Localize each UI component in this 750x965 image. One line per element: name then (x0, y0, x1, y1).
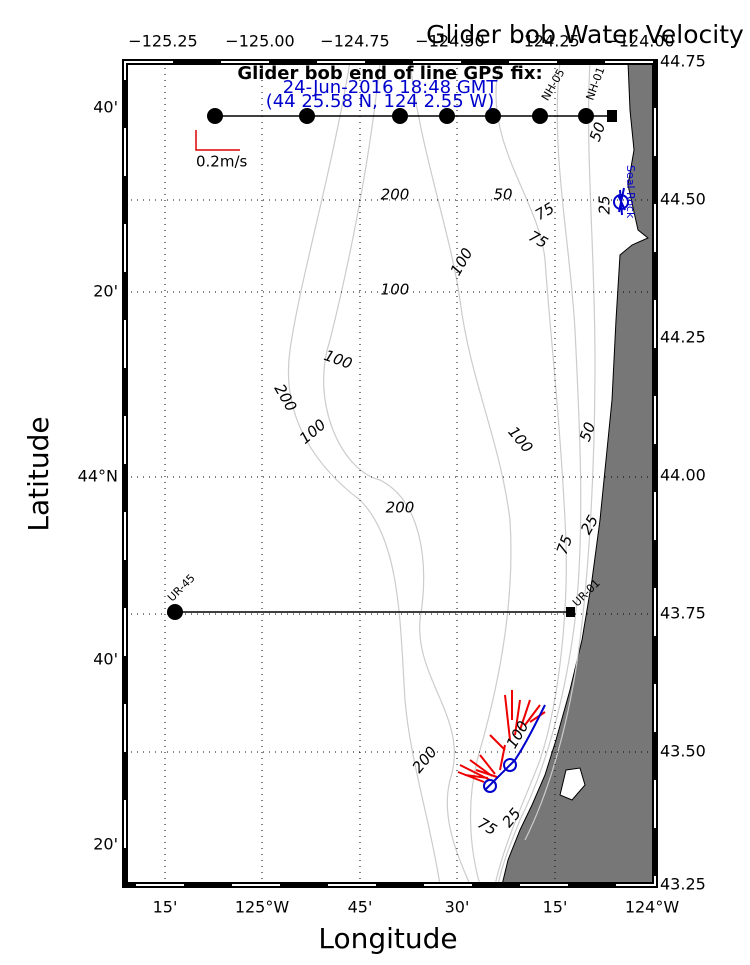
bottom-tick-label: 15' (153, 898, 178, 917)
station (207, 108, 223, 124)
station (532, 108, 548, 124)
fix-line: 24-Jun-2016 18:48 GMT (283, 77, 499, 98)
bay (559, 767, 586, 801)
station (578, 108, 594, 124)
contours (288, 61, 596, 886)
contour-label: 75 (525, 227, 551, 252)
contour-label: 200 (381, 186, 410, 204)
top-tick-label: −124.25 (510, 32, 579, 51)
right-tick-label: 43.25 (660, 875, 706, 894)
bottom-tick-label: 125°W (235, 898, 290, 917)
land (501, 61, 656, 886)
station (607, 110, 617, 122)
top-tick-label: −124.75 (320, 32, 389, 51)
velocity-arrows (457, 690, 546, 783)
right-tick-label: 44.25 (660, 328, 706, 347)
right-tick-label: 43.75 (660, 604, 706, 623)
contour-label: 100 (381, 281, 410, 299)
contour-label: 25 (596, 195, 614, 214)
frame (122, 59, 658, 888)
station (485, 108, 501, 124)
contour-label: 100 (296, 416, 330, 448)
contour-label: 50 (493, 186, 512, 204)
right-tick-label: 44.50 (660, 190, 706, 209)
station-label: Seal Rock (624, 165, 637, 219)
contour-label: 50 (576, 420, 599, 444)
glider-track (483, 187, 629, 793)
right-tick-label: 44.00 (660, 466, 706, 485)
contour-label: 100 (447, 245, 477, 279)
scale-label: 0.2m/s (196, 153, 248, 171)
grid (125, 62, 655, 885)
left-tick-label: 20' (93, 282, 118, 301)
station (439, 108, 455, 124)
y-axis-title: Latitude (22, 416, 55, 531)
top-tick-label: −125.25 (128, 32, 197, 51)
bottom-tick-label: 45' (348, 898, 373, 917)
contour-label: 100 (322, 346, 355, 373)
station (299, 108, 315, 124)
contour-label: 75 (474, 814, 500, 839)
stations (167, 108, 617, 620)
top-tick-label: −124.00 (605, 32, 674, 51)
scale-arrow (195, 130, 240, 151)
contour-label: 75 (553, 533, 576, 557)
top-tick-label: −124.50 (415, 32, 484, 51)
fix-line: (44 25.58 N, 124 2.55 W) (266, 91, 495, 112)
station (167, 604, 183, 620)
bottom-tick-label: 30' (445, 898, 470, 917)
contour-label: 200 (270, 381, 300, 415)
top-tick-label: −125.00 (225, 32, 294, 51)
station-label: NH-05 (539, 67, 567, 103)
left-tick-label: 44°N (78, 467, 118, 486)
right-tick-label: 44.75 (660, 52, 706, 71)
station-label: NH-01 (583, 65, 607, 102)
left-tick-label: 40' (93, 98, 118, 117)
contour-label: 50 (586, 120, 609, 144)
x-axis-title: Longitude (318, 922, 457, 955)
station (392, 108, 408, 124)
bottom-tick-label: 124°W (625, 898, 680, 917)
left-tick-label: 40' (93, 650, 118, 669)
bottom-tick-label: 15' (543, 898, 568, 917)
station-label: UR-45 (165, 572, 198, 605)
subtitle: Glider bob end of line GPS fix: (237, 63, 542, 84)
contour-label: 200 (409, 743, 441, 777)
left-tick-label: 20' (93, 835, 118, 854)
contour-label: 100 (504, 423, 536, 457)
contour-label: 200 (386, 499, 415, 517)
title: Glider bob Water Velocity (426, 20, 744, 49)
station (566, 607, 575, 617)
right-tick-label: 43.50 (660, 742, 706, 761)
